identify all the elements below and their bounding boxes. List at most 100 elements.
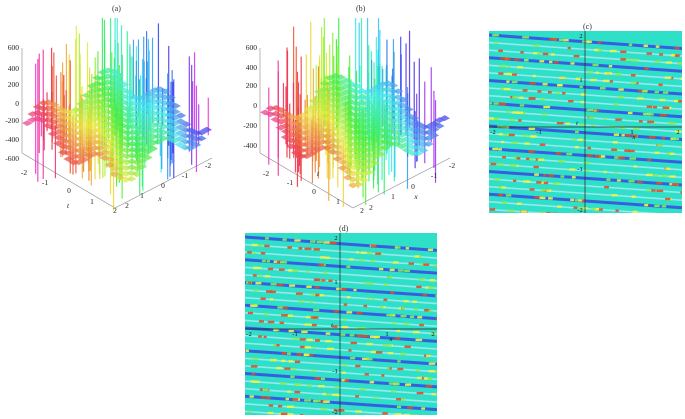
density-accent bbox=[418, 278, 425, 281]
surface-patch bbox=[386, 123, 397, 130]
surface-patch bbox=[338, 147, 349, 154]
density-accent bbox=[647, 158, 652, 162]
surface-patch bbox=[106, 115, 117, 122]
surface-patch bbox=[121, 147, 133, 154]
surface-patch bbox=[349, 135, 361, 142]
density-accent bbox=[408, 262, 414, 265]
surface-patch bbox=[158, 135, 169, 142]
surface-patch bbox=[348, 170, 359, 177]
surface-patch bbox=[84, 153, 95, 159]
surface-plot-b: 600 400 200 0 -200 -400 -2 -1 0 1 2 t 2 … bbox=[243, 18, 455, 215]
surface-patch bbox=[348, 153, 360, 160]
surface-patch bbox=[423, 135, 435, 142]
surface-patch bbox=[275, 118, 287, 125]
density-accent bbox=[551, 53, 555, 56]
surface-patch bbox=[142, 154, 153, 161]
density-accent bbox=[292, 337, 299, 341]
surface-patch bbox=[361, 100, 373, 107]
density-plot-d: -2 -1 1 2 x 2 1 -1 -2 t bbox=[245, 233, 437, 415]
surface-patch bbox=[375, 145, 386, 152]
density-accent bbox=[609, 49, 617, 53]
density-accent bbox=[273, 260, 279, 263]
density-accent bbox=[528, 97, 536, 100]
surface-patch bbox=[159, 106, 170, 112]
z-tick-a-4: -200 bbox=[5, 116, 19, 125]
surface-patch bbox=[22, 120, 33, 127]
density-d-ytick-1: -1 bbox=[332, 368, 337, 375]
x-tick-a-3: -1 bbox=[182, 171, 188, 180]
surface-patch bbox=[48, 107, 60, 114]
density-accent bbox=[342, 363, 348, 367]
surface-patch bbox=[306, 150, 318, 157]
density-accent bbox=[565, 122, 571, 125]
density-accent bbox=[498, 49, 503, 53]
surface-patch bbox=[340, 89, 351, 96]
density-accent bbox=[281, 359, 286, 363]
density-accent bbox=[394, 413, 402, 415]
density-accent bbox=[320, 377, 325, 381]
density-accent bbox=[304, 346, 311, 349]
density-accent bbox=[587, 71, 593, 74]
t-tick-b-4: 2 bbox=[360, 206, 364, 215]
density-accent bbox=[567, 46, 571, 50]
density-accent bbox=[288, 360, 294, 363]
density-accent bbox=[374, 335, 381, 339]
surface-patch bbox=[75, 100, 87, 107]
density-accent bbox=[499, 64, 506, 68]
density-accent bbox=[500, 87, 507, 91]
density-accent bbox=[323, 241, 330, 244]
density-accent bbox=[378, 267, 384, 271]
density-accent bbox=[671, 54, 676, 57]
density-accent bbox=[547, 197, 553, 200]
density-accent bbox=[574, 130, 579, 134]
density-stripe bbox=[245, 410, 308, 415]
surface-patch bbox=[147, 139, 159, 146]
density-accent bbox=[279, 321, 284, 325]
density-accent bbox=[570, 198, 575, 202]
z-tick-b-1: 400 bbox=[246, 63, 258, 72]
density-accent bbox=[433, 264, 437, 267]
surface-patch bbox=[297, 129, 308, 136]
density-accent bbox=[368, 282, 374, 285]
density-stripe bbox=[245, 394, 437, 412]
density-accent bbox=[586, 40, 592, 44]
surface-patch bbox=[27, 117, 38, 123]
density-accent bbox=[250, 380, 256, 383]
density-accent bbox=[620, 58, 626, 61]
surface-patch bbox=[85, 123, 96, 130]
density-accent bbox=[304, 323, 312, 326]
surface-patch bbox=[85, 118, 96, 124]
density-accent bbox=[664, 76, 672, 79]
surface-patch bbox=[313, 112, 324, 118]
surface-patch bbox=[190, 136, 202, 142]
density-accent bbox=[559, 160, 564, 163]
density-accent bbox=[533, 165, 539, 169]
density-d-xtick-1: -1 bbox=[292, 331, 297, 338]
density-accent bbox=[262, 259, 266, 263]
density-accent bbox=[592, 63, 599, 67]
density-accent bbox=[431, 392, 436, 396]
density-accent bbox=[595, 154, 601, 158]
density-accent bbox=[646, 52, 652, 55]
surface-patch bbox=[64, 121, 76, 127]
density-accent bbox=[534, 196, 540, 199]
surface-patch bbox=[160, 88, 171, 95]
density-accent bbox=[502, 103, 507, 106]
density-accent bbox=[505, 194, 512, 197]
density-accent bbox=[343, 303, 348, 306]
density-accent bbox=[419, 323, 424, 327]
density-accent bbox=[269, 290, 276, 294]
density-accent bbox=[595, 71, 600, 75]
surface-patch bbox=[291, 132, 303, 139]
surface-patch bbox=[74, 147, 85, 154]
density-accent bbox=[270, 358, 277, 362]
density-accent bbox=[652, 174, 659, 177]
density-accent bbox=[364, 282, 370, 285]
density-accent bbox=[395, 382, 400, 386]
surface-patch bbox=[107, 80, 119, 87]
density-accent bbox=[560, 175, 565, 178]
density-accent bbox=[401, 307, 405, 310]
t-tick-b-0: -2 bbox=[263, 169, 269, 178]
surface-patch bbox=[396, 131, 408, 138]
density-accent bbox=[403, 413, 410, 415]
